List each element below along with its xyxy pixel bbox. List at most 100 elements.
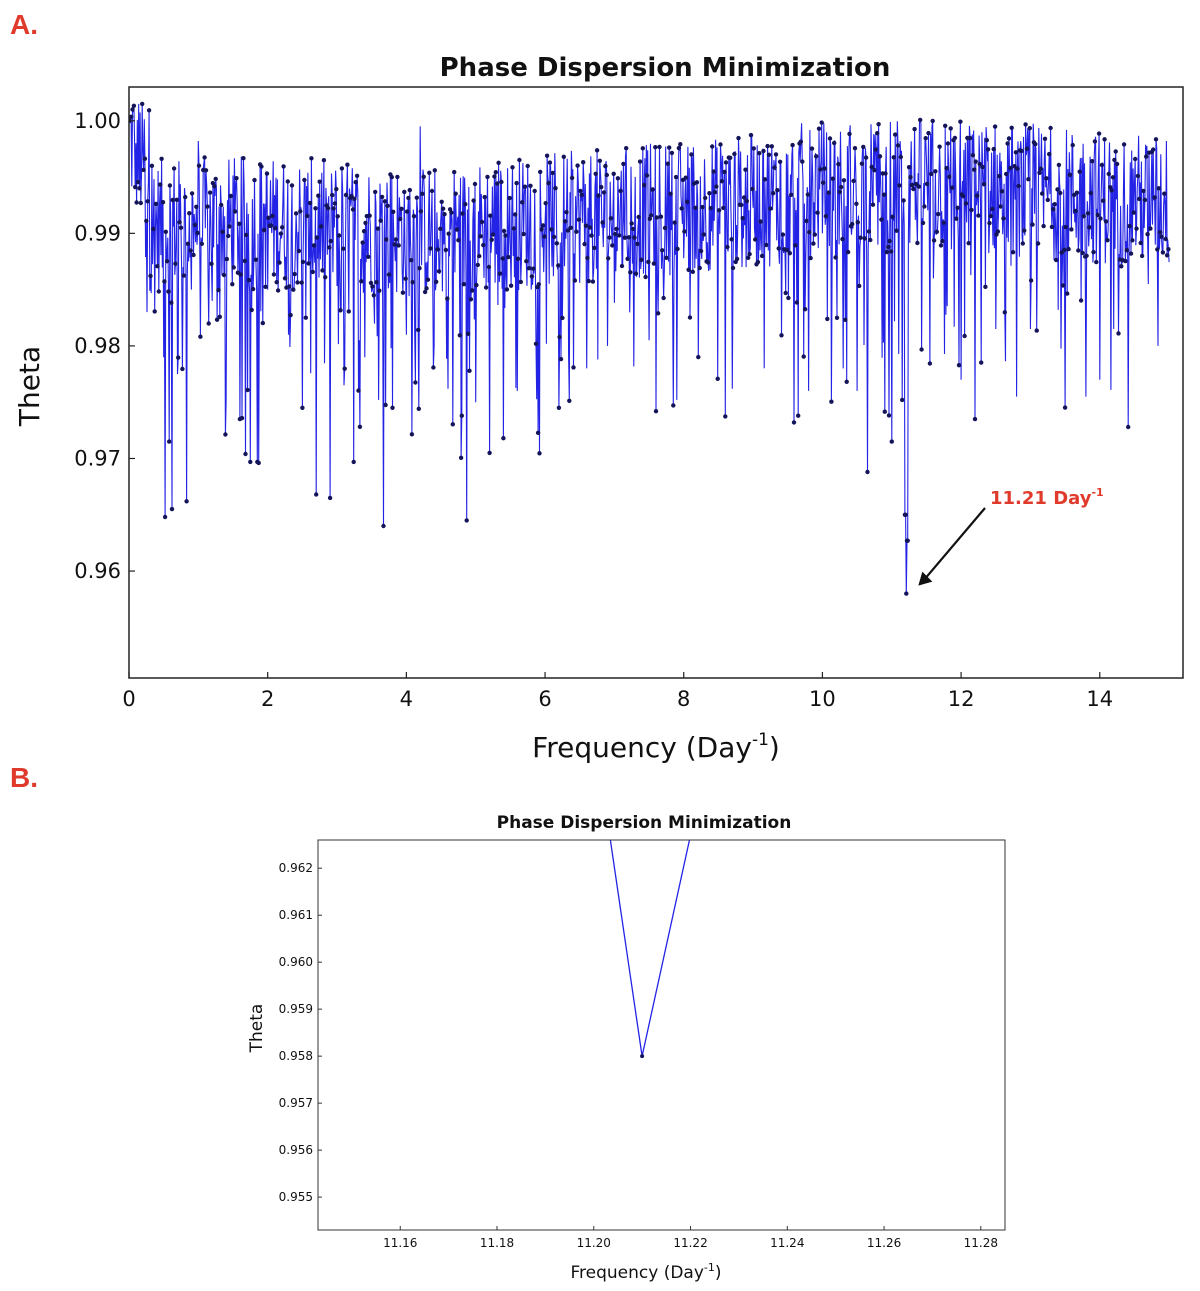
data-point (363, 220, 368, 226)
data-point (629, 221, 634, 226)
data-point (694, 180, 700, 185)
data-point (1074, 190, 1080, 195)
data-point (1087, 225, 1092, 230)
data-point (886, 244, 891, 250)
data-point (747, 251, 752, 257)
data-point (238, 272, 243, 277)
data-point (483, 285, 489, 290)
data-point (820, 180, 826, 185)
data-point (309, 156, 314, 161)
data-point (547, 160, 553, 165)
data-point (243, 451, 248, 457)
data-point (937, 144, 942, 149)
data-point (1049, 224, 1055, 230)
data-point (940, 238, 945, 244)
data-point (807, 230, 812, 235)
data-point (556, 263, 561, 268)
data-point (187, 211, 192, 216)
data-point (1131, 210, 1137, 215)
data-point (707, 191, 712, 196)
data-point (553, 186, 558, 191)
data-point (162, 514, 168, 520)
data-point (882, 409, 887, 414)
chart-a-y-ticks: 0.96 0.97 0.98 0.99 1.00 (74, 109, 135, 583)
data-point (686, 267, 691, 272)
data-point (456, 238, 461, 243)
data-point (206, 321, 211, 326)
data-point (1020, 241, 1025, 246)
data-point (1076, 248, 1081, 253)
data-point (617, 233, 622, 238)
data-point (869, 164, 874, 170)
data-point (318, 224, 324, 229)
data-point (830, 176, 835, 181)
data-point (298, 209, 303, 214)
data-point (299, 280, 304, 285)
data-point (489, 237, 494, 242)
data-point (474, 282, 479, 288)
data-point (967, 135, 973, 141)
data-point (611, 171, 616, 176)
data-point (581, 160, 586, 165)
data-point (310, 269, 315, 275)
data-point (812, 232, 817, 237)
data-point (679, 206, 684, 211)
data-point (357, 424, 363, 429)
data-point (178, 225, 184, 230)
data-point (285, 179, 290, 184)
data-point (673, 174, 679, 180)
data-point (929, 171, 934, 177)
chart-b-series-line (609, 840, 691, 1057)
data-point (1102, 137, 1107, 142)
data-point (1134, 226, 1139, 231)
data-point (841, 178, 847, 183)
data-point (592, 245, 597, 251)
data-point (851, 178, 856, 184)
data-point (1103, 219, 1109, 224)
data-point (909, 182, 915, 188)
x-tick-label: 12 (948, 687, 975, 711)
data-point (397, 216, 403, 222)
data-point (1066, 246, 1071, 252)
data-point (1155, 247, 1160, 252)
data-point (1063, 224, 1069, 230)
data-point (409, 258, 414, 263)
data-point (514, 180, 519, 186)
data-point (740, 216, 745, 221)
data-point (610, 243, 615, 248)
data-point (281, 164, 286, 169)
data-point (904, 591, 909, 596)
data-point (492, 174, 497, 179)
data-point (1098, 216, 1103, 221)
data-point (138, 200, 143, 206)
data-point (1013, 150, 1019, 155)
data-point (1021, 228, 1027, 233)
data-point (632, 235, 637, 240)
data-point (300, 405, 305, 410)
data-point (800, 159, 805, 164)
data-point (428, 246, 433, 251)
data-point (221, 272, 227, 278)
data-point (166, 289, 171, 294)
data-point (585, 255, 590, 261)
data-point (234, 176, 239, 181)
annotation-label-sup: -1 (1091, 486, 1103, 499)
data-point (988, 213, 994, 219)
data-point (619, 263, 625, 269)
data-point (245, 387, 250, 393)
data-point (185, 241, 191, 246)
data-point (640, 1054, 645, 1059)
data-point (852, 146, 858, 151)
data-point (560, 315, 565, 321)
x-tick-label: 10 (809, 687, 836, 711)
data-point (736, 135, 741, 141)
data-point (661, 295, 666, 301)
data-point (142, 156, 148, 161)
x-tick-label: 11.16 (383, 1236, 417, 1250)
data-point (900, 397, 905, 403)
data-point (1080, 250, 1085, 256)
data-point (330, 192, 335, 198)
data-point (269, 223, 274, 228)
data-point (901, 198, 906, 203)
data-point (719, 179, 725, 184)
